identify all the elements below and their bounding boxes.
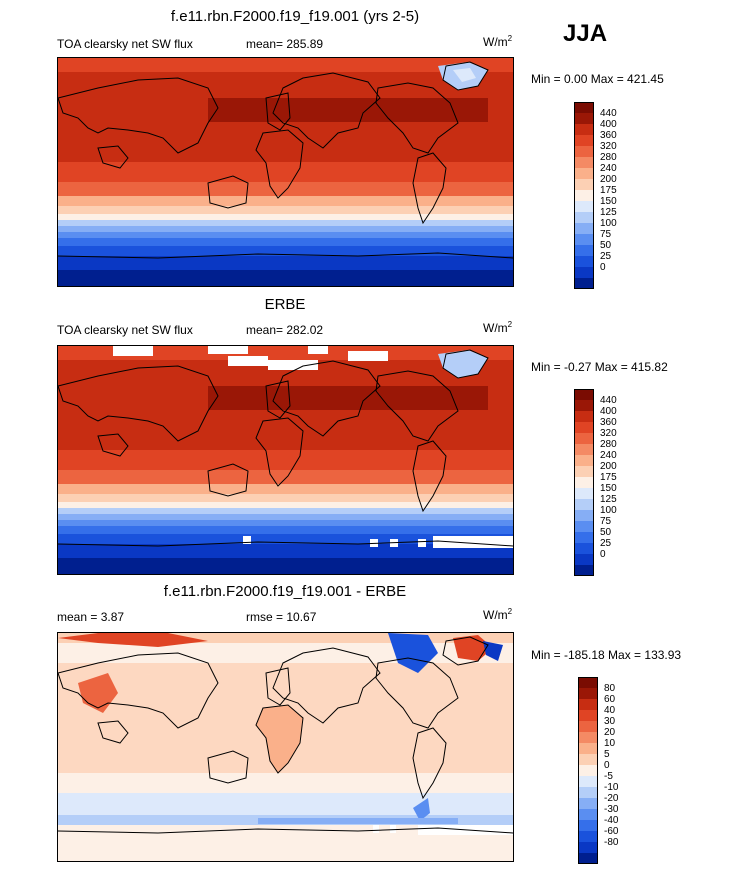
colorbar-tick-label: -60	[604, 826, 619, 837]
colorbar-tick-label: 30	[604, 716, 616, 727]
colorbar-tick-label: 200	[600, 174, 617, 185]
colorbar-tick-label: 100	[600, 505, 617, 516]
rmse-label: rmse = 10.67	[246, 610, 317, 624]
colorbar-tick-label: 5	[604, 749, 610, 760]
map-difference	[57, 632, 514, 862]
units-label: W/m2	[483, 34, 513, 49]
colorbar-tick-label: -20	[604, 793, 619, 804]
colorbar-tick-label: 10	[604, 738, 616, 749]
colorbar-tick-label: -30	[604, 804, 619, 815]
colorbar-tick-label: 320	[600, 428, 617, 439]
panel-title: ERBE	[264, 296, 306, 313]
colorbar-tick-label: 200	[600, 461, 617, 472]
colorbar-tick-label: 320	[600, 141, 617, 152]
colorbar-tick-label: 80	[604, 683, 616, 694]
season-label: JJA	[563, 20, 608, 47]
units-label: W/m2	[483, 320, 513, 335]
colorbar-tick-label: 175	[600, 472, 617, 483]
colorbar-tick-label: 60	[604, 694, 616, 705]
map-difference-field	[58, 633, 513, 861]
colorbar-tick-label: -5	[604, 771, 613, 782]
colorbar-tick-label: 175	[600, 185, 617, 196]
colorbar-tick-label: 50	[600, 527, 612, 538]
map-observations	[57, 345, 514, 575]
colorbar-tick-label: 280	[600, 439, 617, 450]
colorbar-tick-label: 100	[600, 218, 617, 229]
colorbar-tick-label: 360	[600, 130, 617, 141]
colorbar-tick-label: 25	[600, 538, 612, 549]
mean-label: mean = 3.87	[57, 610, 125, 624]
colorbar-tick-label: 440	[600, 395, 617, 406]
colorbar-tick-label: -10	[604, 782, 619, 793]
variable-label: TOA clearsky net SW flux	[57, 323, 193, 337]
variable-label: TOA clearsky net SW flux	[57, 37, 193, 51]
min-max-label: Min = 0.00 Max = 421.45	[531, 72, 664, 86]
colorbar-tick-label: 0	[600, 262, 606, 273]
colorbar-tick-label: 125	[600, 494, 617, 505]
colorbar-tick-label: 440	[600, 108, 617, 119]
map-model	[57, 57, 514, 287]
colorbar-tick-label: 0	[604, 760, 610, 771]
mean-label: mean= 285.89	[246, 37, 324, 51]
colorbar-tick-label: 75	[600, 229, 612, 240]
colorbar-tick-label: 125	[600, 207, 617, 218]
mean-label: mean= 282.02	[246, 323, 324, 337]
colorbar-tick-label: 240	[600, 163, 617, 174]
colorbar-tick-label: 400	[600, 119, 617, 130]
map-observations-field	[58, 346, 513, 574]
colorbar-tick-label: 40	[604, 705, 616, 716]
colorbar-tick-label: 25	[600, 251, 612, 262]
units-label: W/m2	[483, 607, 513, 622]
colorbar-tick-label: 50	[600, 240, 612, 251]
colorbar-tick-label: -40	[604, 815, 619, 826]
colorbar-tick-label: 360	[600, 417, 617, 428]
map-model-field	[58, 58, 513, 286]
min-max-label: Min = -0.27 Max = 415.82	[531, 360, 668, 374]
colorbar-tick-label: 75	[600, 516, 612, 527]
colorbar-tick-label: 0	[600, 549, 606, 560]
panel-title: f.e11.rbn.F2000.f19_f19.001 (yrs 2-5)	[170, 8, 420, 25]
colorbar-tick-label: 150	[600, 483, 617, 494]
colorbar-tick-label: 150	[600, 196, 617, 207]
colorbar-tick-label: 240	[600, 450, 617, 461]
colorbar-tick-label: 400	[600, 406, 617, 417]
colorbar-tick-label: 20	[604, 727, 616, 738]
min-max-label: Min = -185.18 Max = 133.93	[531, 648, 682, 662]
colorbar-tick-label: 280	[600, 152, 617, 163]
panel-title: f.e11.rbn.F2000.f19_f19.001 - ERBE	[163, 583, 407, 600]
colorbar-tick-label: -80	[604, 837, 619, 848]
